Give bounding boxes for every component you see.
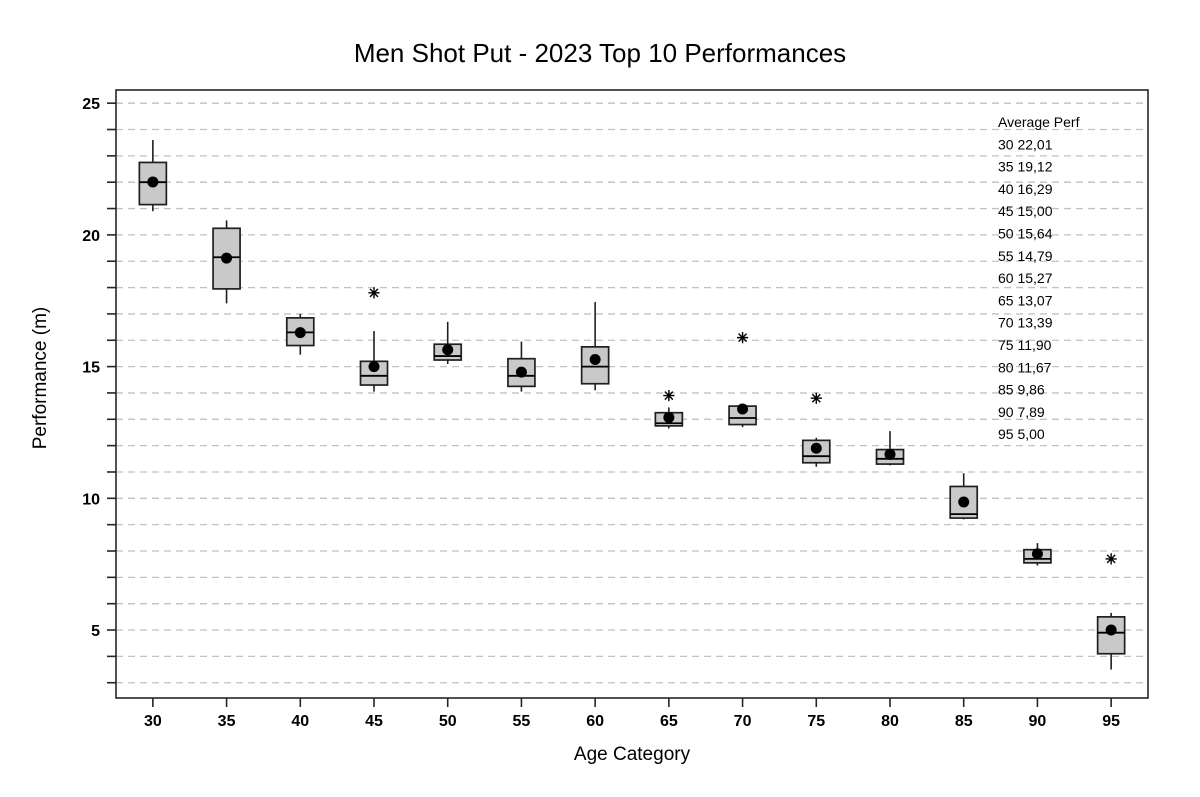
legend-line: 70 13,39 [998, 315, 1053, 331]
outlier-marker-45 [368, 287, 380, 299]
x-tick-label: 65 [660, 713, 678, 730]
legend-line: 50 15,64 [998, 226, 1053, 242]
y-axis-label: Performance (m) [30, 307, 51, 450]
tick-layer: 5 10 15 20 25 30 35 40 45 50 55 60 65 70 75 80 85 90 95 [82, 96, 1120, 730]
legend-line: 80 11,67 [998, 359, 1052, 375]
plot-frame [115, 89, 1149, 699]
mean-dot-75 [810, 442, 822, 454]
mean-dot-60 [589, 353, 601, 365]
legend-line: 40 16,29 [998, 181, 1053, 197]
mean-dot-70 [737, 403, 749, 415]
x-tick-label: 50 [439, 713, 457, 730]
x-tick-label: 35 [218, 713, 236, 730]
mean-dot-30 [147, 176, 159, 188]
legend-line: 55 14,79 [998, 248, 1053, 264]
boxplot-65 [654, 389, 684, 429]
outlier-marker-75 [810, 392, 822, 404]
y-tick-label: 10 [82, 491, 100, 508]
boxplot-90 [1023, 543, 1052, 566]
boxplot-45 [359, 287, 389, 392]
legend-line: 75 11,90 [998, 337, 1052, 353]
x-tick-label: 95 [1102, 713, 1120, 730]
mean-dot-50 [442, 344, 454, 356]
x-tick-label: 80 [881, 713, 899, 730]
mean-dot-40 [294, 327, 306, 339]
boxplot-55 [507, 341, 536, 392]
mean-dot-65 [663, 411, 675, 423]
y-tick-label: 5 [91, 623, 100, 640]
mean-dot-95 [1105, 624, 1117, 636]
x-tick-label: 45 [365, 713, 383, 730]
mean-dot-55 [515, 366, 527, 378]
boxplot-85 [949, 473, 979, 520]
legend-line: 45 15,00 [998, 203, 1053, 219]
frame-layer [115, 89, 1149, 699]
boxplot-30 [138, 140, 168, 212]
boxplot-95 [1096, 553, 1126, 670]
mean-dot-85 [958, 496, 970, 508]
legend-line: 90 7,89 [998, 404, 1045, 420]
grid-layer [116, 102, 1148, 684]
iqr-box-60 [580, 345, 610, 385]
average-perf-legend: Average Perf 30 22,01 35 19,12 40 16,29 45 1… [998, 114, 1080, 442]
y-tick-label: 25 [82, 96, 100, 113]
boxplot-50 [433, 321, 463, 364]
boxplot-35 [212, 220, 241, 304]
outlier-marker-65 [663, 389, 675, 402]
x-tick-label: 75 [807, 713, 825, 730]
mean-dot-35 [221, 252, 233, 264]
x-axis-label: Age Category [574, 744, 691, 765]
x-tick-label: 30 [144, 713, 162, 730]
x-tick-label: 70 [734, 713, 752, 730]
y-tick-label: 20 [82, 228, 100, 245]
mean-dot-90 [1031, 548, 1043, 560]
x-tick-label: 40 [291, 713, 309, 730]
outlier-marker-70 [736, 332, 749, 344]
legend-line: 35 19,12 [998, 159, 1053, 175]
legend-line: 95 5,00 [998, 426, 1045, 442]
boxplot-80 [875, 431, 905, 466]
legend-line: Average Perf [998, 114, 1080, 130]
boxplot-70 [728, 332, 757, 428]
box-layer [138, 140, 1126, 670]
boxplot-40 [285, 313, 315, 355]
legend-line: 85 9,86 [998, 382, 1045, 398]
outlier-marker-95 [1105, 553, 1117, 565]
x-tick-label: 85 [955, 713, 973, 730]
boxplot-60 [580, 302, 610, 391]
mean-dot-45 [368, 361, 380, 373]
chart-title: Men Shot Put - 2023 Top 10 Performances [354, 38, 846, 68]
mean-dot-80 [884, 448, 896, 460]
legend-line: 60 15,27 [998, 270, 1053, 286]
boxplot-75 [801, 392, 831, 467]
x-tick-label: 90 [1029, 713, 1047, 730]
x-tick-label: 55 [513, 713, 531, 730]
legend-line: 30 22,01 [998, 136, 1053, 152]
y-tick-label: 15 [82, 360, 100, 377]
x-tick-label: 60 [586, 713, 604, 730]
legend-line: 65 13,07 [998, 292, 1053, 308]
